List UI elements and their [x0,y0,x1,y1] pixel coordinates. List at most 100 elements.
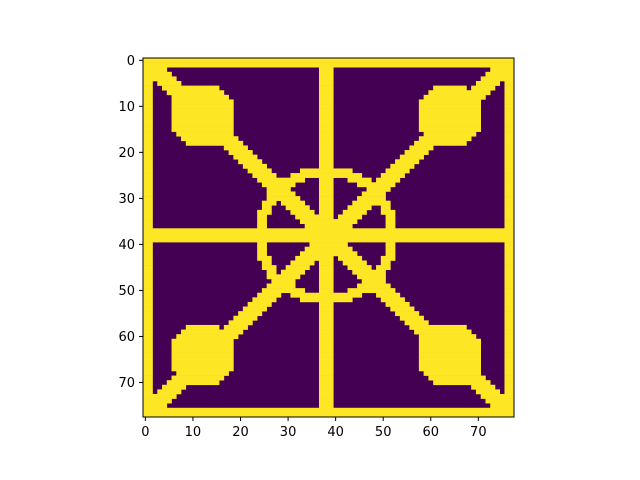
heatmap-cell-run [143,306,153,312]
heatmap-cell-run [318,384,334,390]
heatmap-cell-run [247,168,272,174]
heatmap-cell-run [418,117,481,123]
heatmap-cell-run [257,292,282,298]
heatmap-cell-run [299,251,358,257]
heatmap-cell-run [318,338,334,344]
heatmap-cell-run [485,71,515,77]
heatmap-cell-run [504,131,515,137]
heatmap-cell-run [418,127,481,132]
heatmap-cell-run [176,131,234,137]
y-tick-label: 10 [118,100,135,115]
heatmap-cell-run [143,159,153,165]
heatmap-cell-run [395,159,420,165]
heatmap-cell-run [504,255,515,261]
heatmap-cell-run [166,380,220,386]
heatmap-cell-run [143,301,153,307]
heatmap-cell-run [376,177,401,183]
heatmap-cell-run [318,361,334,367]
heatmap-cell-run [418,122,481,128]
heatmap-cell-run [318,159,334,165]
heatmap-cell-run [143,315,153,321]
heatmap-cell-run [504,352,515,358]
x-tick-label: 20 [232,425,249,440]
heatmap-cell-run [143,407,515,413]
heatmap-cell-run [143,136,153,142]
heatmap-cell-run [504,205,515,211]
heatmap-cell-run [143,186,153,192]
heatmap-cell-run [318,140,334,146]
heatmap-cell-run [143,122,153,128]
heatmap-cell-run [433,85,467,91]
heatmap-cell-run [318,150,334,155]
heatmap-cell-run [318,145,334,151]
heatmap-cell-run [504,214,515,220]
heatmap-cell-run [504,380,515,386]
heatmap-cell-run [143,81,153,86]
heatmap-cell-run [318,205,334,211]
heatmap-cell-run [143,357,153,363]
heatmap-cell-run [280,269,306,275]
heatmap-cell-run [171,117,234,123]
heatmap-cell-run [433,380,491,386]
heatmap-cell-run [143,274,153,280]
heatmap-cell-run [181,136,239,142]
heatmap-cell-run [318,127,334,132]
heatmap-cell-run [385,214,396,220]
heatmap-cell-run [171,122,234,128]
heatmap-cell-run [143,237,515,243]
heatmap-cell-run [318,329,334,335]
heatmap-cell-run [162,384,187,390]
heatmap-cell-run [504,265,515,271]
heatmap-cell-run [504,85,515,91]
heatmap-cell-run [143,140,153,146]
heatmap-cell-run [143,228,515,234]
heatmap-cell-run [266,269,277,275]
heatmap-cell-run [347,265,372,271]
heatmap-cell-run [143,177,153,183]
heatmap-cell-run [376,292,401,298]
x-tick-label: 10 [185,425,202,440]
heatmap-cell-run [504,104,515,109]
heatmap-cell-run [471,384,496,390]
heatmap-cell-run [143,108,153,114]
heatmap-cell-run [418,113,481,119]
heatmap-cell-run [504,90,515,96]
heatmap-cell-run [143,361,153,367]
heatmap-cell-run [366,186,391,192]
heatmap-cell-run [304,223,353,229]
heatmap-cell-run [143,352,153,358]
heatmap-cell-run [171,366,234,372]
heatmap-cell-run [504,154,515,160]
heatmap-cell-run [318,196,334,201]
heatmap-cell-run [504,370,515,376]
heatmap-cell-run [143,94,153,100]
heatmap-cell-run [504,389,515,395]
heatmap-cell-run [318,324,334,330]
y-tick-label: 50 [118,284,135,299]
heatmap-cell-run [143,168,153,174]
heatmap-cell-run [318,315,334,321]
heatmap-cell-run [143,292,153,298]
x-tick-label: 60 [422,425,439,440]
heatmap-cell-run [318,278,334,284]
heatmap-cell-run [347,177,372,183]
heatmap-cell-run [318,209,334,215]
heatmap-cell-run [318,81,334,86]
heatmap-cell-run [143,320,153,326]
heatmap-cell-run [380,209,396,215]
heatmap-cell-run [261,265,277,271]
heatmap-cell-run [299,219,358,224]
heatmap-cell-run [143,370,153,376]
heatmap-cell-run [418,108,481,114]
heatmap-cell-run [257,242,267,247]
heatmap-cell-run [238,159,263,165]
heatmap-cell-run [504,288,515,294]
heatmap-cell-run [318,265,334,271]
heatmap-cell-run [342,260,367,266]
heatmap-cell-run [423,131,477,137]
heatmap-cell-run [504,251,515,257]
heatmap-cell-run [185,140,244,146]
heatmap-cell-run [266,186,291,192]
heatmap-cell-run [404,320,429,326]
